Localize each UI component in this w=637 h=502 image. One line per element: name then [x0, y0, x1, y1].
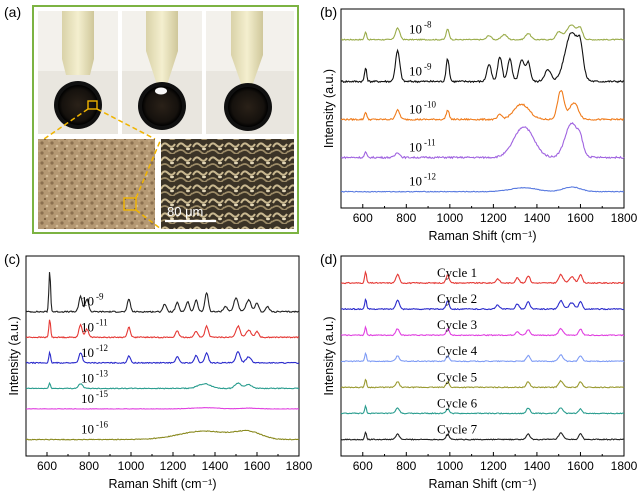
photo-surface	[38, 139, 155, 229]
x-tick-label-d-0: 600	[353, 459, 373, 473]
series-line-d-6	[340, 431, 625, 441]
series-label-d-3: Cycle 4	[437, 343, 478, 358]
series-label-b-2: 10	[409, 101, 422, 116]
series-label-c-4: 10	[81, 391, 94, 406]
x-tick-label-d-1: 800	[396, 459, 416, 473]
x-tick-label-b-3: 1200	[480, 211, 507, 225]
series-line-b-0	[341, 24, 625, 41]
panel-b-chart: (b) 600 800 1000 1200 1400 1600 1800 Raman Shif…	[320, 4, 637, 243]
series-line-d-4	[340, 378, 625, 389]
series-label-exp-c-1: -11	[96, 317, 108, 327]
series-label-exp-b-1: -9	[424, 61, 432, 71]
series-line-b-4	[340, 186, 625, 193]
panel-a-photos: (a)	[4, 4, 299, 234]
zoom-guides-2	[135, 138, 162, 230]
series-line-c-1	[25, 319, 300, 339]
series-label-exp-b-0: -8	[424, 20, 432, 30]
panel-label-d: (d)	[320, 251, 337, 267]
plot-frame-c	[25, 255, 300, 457]
series-label-d-6: Cycle 7	[437, 421, 478, 436]
x-tick-label-d-6: 1800	[611, 459, 637, 473]
x-tick-label-c-5: 1600	[244, 459, 271, 473]
zoom-guides	[43, 108, 156, 140]
y-axis-title-d: Intensity (a.u.)	[322, 316, 336, 395]
x-tick-label-b-2: 1000	[436, 211, 463, 225]
series-label-c-1: 10	[81, 319, 94, 334]
series-line-b-2	[340, 89, 625, 122]
x-tick-label-b-0: 600	[353, 211, 373, 225]
series-label-exp-c-5: -16	[96, 420, 108, 430]
scale-bar-label: 80 μm	[167, 204, 203, 219]
x-tick-label-d-4: 1400	[524, 459, 551, 473]
x-tick-label-c-4: 1400	[202, 459, 229, 473]
x-tick-label-b-1: 800	[396, 211, 416, 225]
series-label-exp-c-0: -9	[96, 292, 104, 302]
series-line-c-4	[25, 407, 300, 410]
series-line-b-1	[340, 32, 625, 84]
x-tick-label-b-4: 1400	[524, 211, 551, 225]
series-label-d-4: Cycle 5	[437, 369, 477, 384]
series-line-d-2	[340, 325, 624, 337]
series-line-d-5	[340, 404, 624, 415]
x-tick-label-c-3: 1200	[160, 459, 187, 473]
series-label-exp-c-2: -12	[96, 343, 108, 353]
series-label-exp-c-3: -13	[96, 368, 108, 378]
series-line-c-0	[25, 272, 299, 314]
series-label-c-2: 10	[81, 345, 94, 360]
panel-c-chart: (c) 600 800 1000 1200 1400 1600 1800 Raman Shif…	[4, 251, 313, 491]
series-line-c-5	[26, 429, 300, 441]
photo-micrograph: 80 μm	[161, 139, 294, 229]
series-label-d-2: Cycle 3	[437, 317, 477, 332]
series-label-exp-b-4: -12	[424, 172, 436, 182]
series-label-b-1: 10	[409, 63, 422, 78]
x-tick-label-b-6: 1800	[611, 211, 637, 225]
x-axis-title-d: Raman Shift (cm⁻¹)	[428, 477, 536, 491]
x-tick-label-d-3: 1200	[480, 459, 507, 473]
plot-frame-d	[340, 255, 625, 457]
photo-well-2	[122, 11, 202, 134]
x-tick-label-c-2: 1000	[118, 459, 145, 473]
series-label-b-4: 10	[409, 174, 422, 189]
series-label-b-0: 10	[409, 22, 422, 37]
series-label-c-0: 10	[81, 294, 94, 309]
x-axis-title-b: Raman Shift (cm⁻¹)	[428, 229, 536, 243]
photo-well-1	[38, 11, 118, 134]
series-label-c-3: 10	[81, 370, 94, 385]
x-tick-label-d-5: 1600	[567, 459, 594, 473]
series-line-d-1	[340, 298, 625, 311]
plot-frame-b	[340, 8, 625, 209]
y-axis-title-b: Intensity (a.u.)	[322, 69, 336, 148]
x-tick-label-c-0: 600	[37, 459, 57, 473]
y-axis-title-c: Intensity (a.u.)	[7, 316, 21, 395]
x-tick-label-c-6: 1800	[286, 459, 313, 473]
series-label-exp-c-4: -15	[96, 389, 108, 399]
x-tick-label-b-5: 1600	[567, 211, 594, 225]
series-label-c-5: 10	[81, 422, 94, 437]
series-label-d-0: Cycle 1	[437, 265, 477, 280]
series-line-b-3	[340, 122, 625, 160]
x-axis-title-c: Raman Shift (cm⁻¹)	[108, 477, 216, 491]
series-label-b-3: 10	[409, 139, 422, 154]
series-label-exp-b-3: -11	[424, 137, 436, 147]
x-tick-label-d-2: 1000	[436, 459, 463, 473]
series-label-d-5: Cycle 6	[437, 395, 478, 410]
x-tick-label-c-1: 800	[79, 459, 99, 473]
series-line-c-2	[25, 350, 300, 365]
series-line-c-3	[25, 381, 299, 390]
series-line-d-0	[340, 270, 625, 285]
panel-label-c: (c)	[4, 251, 20, 267]
series-line-d-3	[340, 351, 625, 363]
panel-label-a: (a)	[4, 4, 21, 20]
series-label-d-1: Cycle 2	[437, 291, 477, 306]
panel-label-b: (b)	[320, 4, 337, 20]
panel-d-chart: (d) 600 800 1000 1200 1400 1600 1800 Raman Shif…	[320, 251, 637, 491]
series-label-exp-b-2: -10	[424, 99, 436, 109]
photo-well-3	[206, 11, 294, 134]
